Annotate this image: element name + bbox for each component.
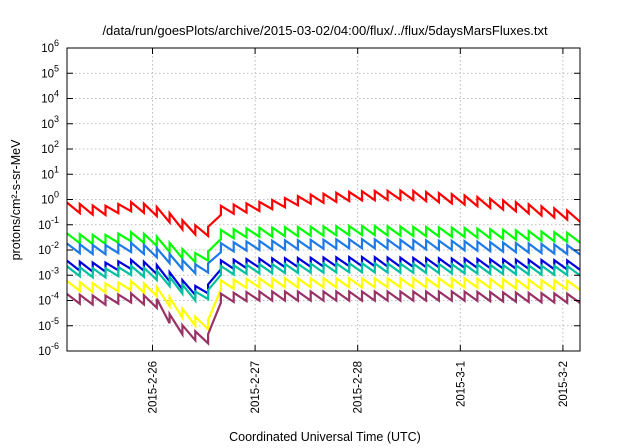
series-line-5	[67, 261, 580, 304]
y-tick-base: 10	[38, 346, 51, 358]
y-tick-label: 100	[41, 190, 59, 207]
y-tick-exponent: 6	[54, 38, 59, 48]
y-tick-exponent: -3	[51, 265, 59, 275]
series-line-6	[67, 276, 580, 332]
x-tick-label: 2015-2-26	[148, 361, 160, 413]
y-tick-base: 10	[41, 94, 54, 106]
y-tick-label: 101	[41, 164, 59, 181]
y-tick-exponent: -1	[51, 215, 59, 225]
y-tick-label: 10-1	[38, 215, 59, 232]
y-tick-exponent: 2	[54, 139, 59, 149]
y-tick-label: 10-4	[38, 291, 59, 308]
y-axis-label: protons/cm²-s-sr-MeV	[9, 139, 23, 261]
y-tick-base: 10	[41, 68, 54, 80]
y-tick-base: 10	[41, 43, 54, 55]
series-line-1	[67, 188, 580, 239]
y-tick-base: 10	[41, 195, 54, 207]
y-tick-exponent: 5	[54, 63, 59, 73]
y-tick-label: 10-6	[38, 341, 59, 358]
y-tick-base: 10	[41, 169, 54, 181]
y-tick-base: 10	[41, 119, 54, 131]
y-tick-exponent: -2	[51, 240, 59, 250]
y-tick-label: 10-5	[38, 316, 59, 333]
y-tick-label: 102	[41, 139, 59, 156]
y-tick-exponent: -5	[51, 316, 59, 326]
y-tick-base: 10	[38, 220, 51, 232]
y-tick-label: 10-2	[38, 240, 59, 257]
y-tick-exponent: -6	[51, 341, 59, 351]
x-tick-label: 2015-2-28	[353, 361, 365, 413]
y-tick-base: 10	[38, 245, 51, 257]
y-tick-base: 10	[41, 144, 54, 156]
series-group	[67, 188, 580, 346]
y-tick-base: 10	[38, 270, 51, 282]
y-tick-exponent: 3	[54, 114, 59, 124]
y-axis: 10-610-510-410-310-210-11001011021031041…	[38, 38, 580, 358]
y-tick-label: 106	[41, 38, 59, 55]
y-tick-base: 10	[38, 296, 51, 308]
series-line-7	[67, 289, 580, 346]
y-tick-label: 105	[41, 63, 59, 80]
y-tick-label: 103	[41, 114, 59, 131]
y-tick-label: 104	[41, 89, 59, 106]
chart-title: /data/run/goesPlots/archive/2015-03-02/0…	[102, 23, 548, 38]
series-line-2	[67, 223, 580, 265]
x-axis: 2015-2-26 2015-2-27 2015-2-28 2015-3-1 2015-…	[148, 48, 570, 413]
y-tick-label: 10-3	[38, 265, 59, 282]
y-tick-exponent: -4	[51, 291, 59, 301]
y-tick-exponent: 1	[54, 164, 59, 174]
y-tick-exponent: 4	[54, 89, 59, 99]
x-tick-label: 2015-3-2	[558, 361, 570, 407]
x-tick-label: 2015-3-1	[455, 361, 467, 407]
y-tick-exponent: 0	[54, 190, 59, 200]
y-tick-base: 10	[38, 321, 51, 333]
x-tick-label: 2015-2-27	[250, 361, 262, 413]
x-axis-label: Coordinated Universal Time (UTC)	[229, 430, 421, 444]
series-line-3	[67, 236, 580, 276]
